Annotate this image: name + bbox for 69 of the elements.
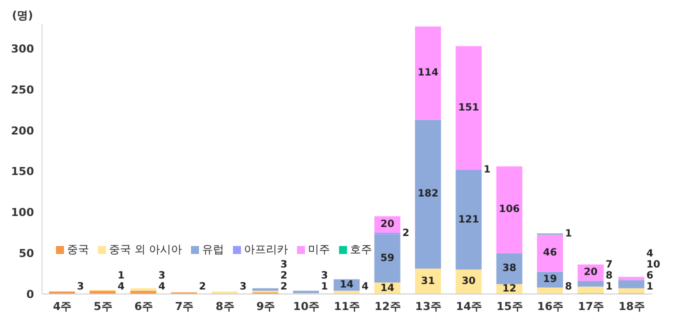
data-label: 7 [606, 260, 613, 270]
data-label: 1 [646, 282, 654, 292]
data-label: 20 [380, 218, 394, 230]
y-tick-label: 200 [11, 124, 34, 138]
data-label: 31 [421, 276, 435, 287]
data-label: 38 [502, 263, 516, 274]
data-label: 19 [543, 274, 557, 286]
legend-label: 미주 [308, 242, 330, 257]
data-label: 1 [321, 282, 328, 292]
data-label: 4 [362, 282, 369, 292]
data-label: 14 [380, 282, 394, 294]
data-label: 1 [565, 228, 572, 240]
y-tick-label: 50 [18, 246, 34, 260]
x-tick-label: 15주 [496, 300, 523, 313]
x-tick-label: 14주 [456, 300, 482, 313]
data-label: 1 [484, 164, 491, 176]
x-tick-label: 10주 [293, 300, 320, 313]
data-label: 2 [280, 270, 288, 282]
data-label: 151 [458, 102, 480, 114]
y-tick-label: 150 [11, 165, 34, 178]
data-label: 121 [458, 214, 480, 226]
data-label: 2 [280, 282, 288, 292]
x-tick-label: 4주 [53, 300, 72, 313]
y-tick-label: 100 [11, 206, 34, 220]
legend-label: 아프리카 [244, 242, 288, 257]
legend-label: 중국 외 아시아 [109, 242, 182, 257]
data-label: 4 [646, 248, 654, 260]
y-tick-label: 250 [11, 83, 34, 96]
data-label: 3 [321, 270, 328, 282]
x-tick-label: 7주 [175, 300, 194, 313]
legend-label: 호주 [350, 242, 372, 257]
data-label: 8 [565, 282, 572, 292]
data-label: 182 [418, 188, 438, 200]
data-label: 1 [606, 282, 613, 292]
y-axis-title: (명) [12, 8, 34, 23]
y-tick-label: 300 [11, 42, 34, 56]
x-tick-label: 11주 [334, 300, 360, 313]
data-label: 12 [502, 284, 516, 295]
data-label: 46 [543, 248, 557, 259]
data-label: 4 [118, 282, 125, 292]
legend-label: 중국 [67, 242, 89, 257]
x-tick-label: 17주 [578, 300, 604, 313]
x-tick-label: 16주 [537, 300, 564, 313]
data-label: 2 [199, 282, 206, 292]
x-tick-label: 9주 [256, 300, 275, 313]
data-label: 10 [646, 260, 660, 270]
y-tick-label: 0 [26, 288, 34, 301]
data-label: 59 [380, 252, 394, 264]
data-label: 3 [158, 270, 166, 282]
data-label: 30 [462, 276, 476, 288]
x-tick-label: 12주 [374, 300, 401, 313]
data-label: 14 [340, 280, 354, 290]
x-tick-label: 8주 [216, 300, 234, 313]
data-label: 2 [402, 228, 410, 239]
data-label: 3 [77, 282, 84, 292]
data-label: 3 [240, 282, 247, 292]
x-tick-label: 6주 [134, 300, 153, 313]
x-tick-label: 5주 [94, 300, 112, 313]
data-label: 4 [158, 282, 166, 292]
data-label: 114 [418, 68, 438, 79]
data-label: 3 [280, 260, 288, 270]
data-label: 6 [646, 270, 654, 282]
data-label: 8 [606, 270, 613, 282]
x-tick-label: 13주 [415, 300, 442, 313]
data-label: 1 [118, 270, 125, 282]
x-tick-label: 18주 [618, 300, 645, 313]
data-label: 106 [498, 204, 520, 216]
legend-label: 유럽 [202, 242, 224, 257]
data-label: 20 [584, 267, 598, 278]
